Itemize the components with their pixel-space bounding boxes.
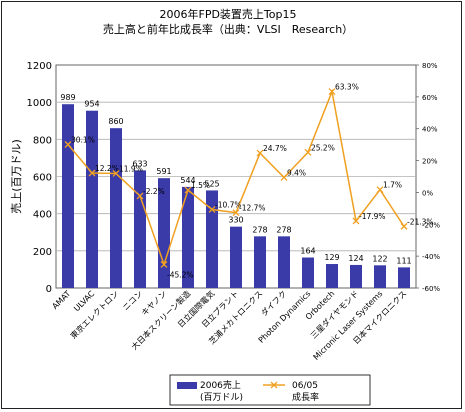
bar-value-label: 525 [204, 179, 219, 188]
growth-value-label: -21.3% [407, 217, 434, 226]
bar-value-label: 164 [300, 247, 315, 256]
bar [134, 170, 146, 288]
bar-value-label: 989 [60, 93, 75, 102]
bar [158, 178, 170, 288]
legend-box [169, 374, 371, 406]
legend-line-label: 06/05 [292, 381, 318, 391]
bar-value-label: 278 [276, 225, 291, 234]
y-tick-label: 600 [33, 173, 52, 184]
bar [110, 128, 122, 288]
y-tick-label: 1200 [27, 61, 52, 72]
growth-value-label: 63.3% [335, 83, 359, 92]
bar-value-label: 591 [156, 167, 171, 176]
y2-tick-label: 80% [422, 62, 438, 70]
bar [326, 264, 338, 288]
growth-marker [208, 206, 216, 213]
growth-value-label: 11.9% [119, 164, 143, 173]
bar [374, 265, 386, 288]
bar-value-label: 122 [372, 254, 387, 263]
y2-tick-label: 20% [422, 158, 438, 166]
y-tick-label: 1000 [27, 98, 52, 109]
bar [182, 186, 194, 288]
legend-line-marker [270, 381, 278, 389]
growth-marker [88, 169, 96, 177]
growth-value-label: -45.2% [167, 270, 194, 279]
x-tick-label: AMAT [50, 289, 72, 311]
growth-value-label: -10.7% [215, 200, 242, 209]
y-tick-label: 800 [33, 135, 52, 146]
growth-value-label: 25.2% [311, 143, 335, 152]
plot-area: 0 200 400 600 800 1000 1200 -60% -40% -20% 0% 20% 40… [10, 61, 440, 362]
bar-value-label: 544 [180, 176, 195, 185]
y2-tick-label: -60% [422, 285, 440, 293]
growth-value-label: 12.2% [95, 164, 119, 173]
y-axis-label: 売上(百万ドル) [10, 139, 23, 214]
legend-bar-swatch [177, 382, 197, 389]
chart-subtitle: 売上高と前年比成長率（出典：VLSI Research） [103, 22, 353, 36]
y2-tick-label: 0% [422, 189, 433, 197]
growth-value-label: -12.7% [239, 204, 266, 213]
bar-value-label: 129 [324, 253, 339, 262]
growth-marker [136, 192, 144, 200]
bar [86, 110, 98, 288]
bar [206, 190, 218, 288]
growth-marker [376, 186, 384, 194]
growth-marker [280, 173, 288, 181]
y-tick-label: 0 [46, 284, 52, 295]
bar-value-label: 633 [132, 159, 147, 168]
bar-value-label: 278 [252, 225, 267, 234]
bar [278, 236, 290, 288]
growth-value-label: 30.1% [71, 135, 95, 144]
y2-tick-label: 40% [422, 126, 438, 134]
bar-value-label: 124 [348, 254, 363, 263]
bar [398, 267, 410, 288]
legend-line-label-line2: 成長率 [292, 391, 319, 403]
growth-marker [112, 170, 120, 177]
legend-bar-label: 2006売上 [200, 379, 241, 391]
growth-marker [352, 217, 360, 225]
y2-tick-label: -20% [422, 221, 440, 229]
bar-value-label: 330 [228, 216, 243, 225]
growth-value-label: 24.7% [263, 144, 287, 153]
y-tick-label: 200 [33, 247, 52, 258]
bar [230, 226, 242, 288]
growth-marker [304, 148, 312, 156]
growth-value-label: -17.9% [359, 212, 386, 221]
y2-tick-label: -40% [422, 253, 440, 261]
bar [350, 264, 362, 288]
bar-value-label: 111 [396, 256, 411, 265]
bar [254, 236, 266, 288]
growth-marker [184, 186, 192, 194]
growth-marker [400, 222, 408, 230]
growth-marker [256, 149, 264, 157]
bar-value-label: 860 [108, 117, 123, 126]
y2-tick-label: 60% [422, 94, 438, 102]
growth-marker [328, 88, 336, 96]
growth-value-label: 1.7% [383, 181, 402, 190]
chart-title: 2006年FPD装置売上Top15 [160, 7, 297, 21]
growth-marker [64, 141, 72, 148]
growth-marker [160, 260, 168, 268]
growth-value-label: -2.2% [143, 187, 165, 196]
bar-value-label: 954 [84, 100, 99, 109]
growth-value-label: 1.5% [191, 181, 210, 190]
legend-bar-label-line2: (百万ドル) [200, 392, 243, 403]
bar [302, 257, 314, 288]
growth-value-label: 9.4% [287, 168, 306, 177]
growth-marker [232, 209, 240, 217]
bar [62, 104, 74, 288]
y-tick-label: 400 [33, 210, 52, 221]
